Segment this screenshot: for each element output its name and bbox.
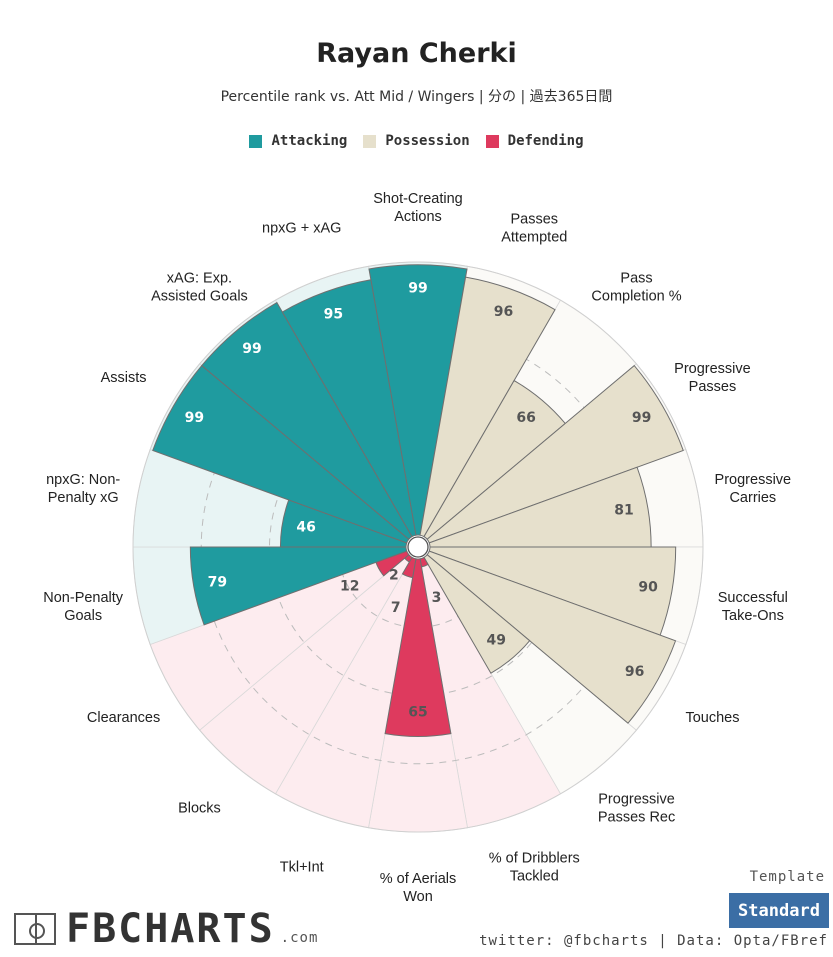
brand-suffix: .com bbox=[280, 930, 319, 946]
value-label-npxg-xag: 95 bbox=[324, 307, 343, 323]
value-label-progressive-passes-rec: 49 bbox=[487, 632, 506, 648]
axis-label-blocks: Blocks bbox=[178, 800, 221, 816]
bar-of-aerials-won bbox=[384, 558, 452, 737]
legend-item-possession: Possession bbox=[363, 133, 470, 149]
axis-label-of-dribblers-tackled: % of Dribblers Tackled bbox=[489, 850, 580, 884]
legend-swatch-possession bbox=[363, 134, 377, 148]
fbcharts-logo: FBCHARTS .com bbox=[14, 906, 318, 952]
axis-label-tkl-int: Tkl+Int bbox=[280, 859, 324, 875]
value-label-touches: 96 bbox=[625, 664, 644, 680]
value-label-pass-completion: 66 bbox=[516, 410, 535, 426]
credits: twitter: @fbcharts | Data: Opta/FBref bbox=[479, 933, 828, 949]
bar-progressive-passes bbox=[426, 364, 684, 544]
legend-item-attacking: Attacking bbox=[249, 133, 347, 149]
bar-xag-exp-assisted-goals bbox=[201, 301, 413, 540]
axis-label-clearances: Clearances bbox=[87, 710, 160, 726]
bar-non-penalty-goals bbox=[189, 546, 408, 626]
value-label-shot-creating-actions: 99 bbox=[408, 281, 427, 297]
bar-touches bbox=[426, 550, 677, 724]
value-label-blocks: 2 bbox=[389, 568, 399, 584]
value-label-xag-exp-assisted-goals: 99 bbox=[242, 341, 261, 357]
value-label-successful-take-ons: 90 bbox=[638, 580, 658, 596]
axis-label-non-penalty-goals: Non-Penalty Goals bbox=[43, 590, 124, 624]
bar-npxg-xag bbox=[281, 279, 417, 538]
axis-label-successful-take-ons: Successful Take-Ons bbox=[718, 590, 788, 624]
outer-ring bbox=[132, 261, 704, 833]
value-label-progressive-carries: 81 bbox=[614, 503, 633, 519]
bar-passes-attempted bbox=[419, 276, 556, 538]
axis-label-touches: Touches bbox=[685, 710, 739, 726]
legend: Attacking Possession Defending bbox=[0, 133, 833, 149]
bar-progressive-passes-rec bbox=[423, 554, 531, 674]
chart-subtitle: Percentile rank vs. Att Mid / Wingers | … bbox=[220, 89, 613, 105]
legend-swatch-defending bbox=[485, 134, 499, 148]
axis-label-pass-completion: Pass Completion % bbox=[591, 271, 681, 305]
value-label-assists: 99 bbox=[185, 410, 204, 426]
template-label: Template bbox=[749, 869, 825, 885]
axis-label-progressive-carries: Progressive Carries bbox=[715, 472, 792, 506]
center-hub bbox=[407, 536, 429, 558]
value-label-of-dribblers-tackled: 3 bbox=[432, 590, 442, 606]
chart-title: Rayan Cherki bbox=[316, 38, 517, 69]
value-label-of-aerials-won: 65 bbox=[408, 704, 427, 720]
value-label-tkl-int: 7 bbox=[391, 600, 401, 616]
bar-shot-creating-actions bbox=[368, 264, 468, 536]
axis-label-npxg-non-penalty-xg: npxG: Non-Penalty xG bbox=[46, 472, 120, 506]
pitch-icon bbox=[14, 913, 56, 945]
axis-label-progressive-passes-rec: Progressive Passes Rec bbox=[598, 791, 675, 825]
axis-label-assists: Assists bbox=[101, 370, 147, 386]
legend-swatch-attacking bbox=[249, 134, 263, 148]
axis-label-passes-attempted: Passes Attempted bbox=[501, 212, 567, 246]
axis-label-progressive-passes: Progressive Passes bbox=[674, 361, 751, 395]
legend-item-defending: Defending bbox=[485, 133, 584, 149]
value-label-npxg-non-penalty-xg: 46 bbox=[296, 519, 315, 535]
value-label-progressive-passes: 99 bbox=[632, 410, 651, 426]
axis-label-npxg-xag: npxG + xAG bbox=[262, 221, 341, 237]
value-label-passes-attempted: 96 bbox=[494, 304, 513, 320]
template-button[interactable]: Standard bbox=[729, 893, 829, 928]
legend-label-possession: Possession bbox=[385, 133, 470, 149]
axis-label-of-aerials-won: % of Aerials Won bbox=[380, 871, 457, 905]
legend-label-attacking: Attacking bbox=[271, 133, 348, 149]
value-label-non-penalty-goals: 79 bbox=[208, 574, 227, 590]
value-label-clearances: 12 bbox=[340, 578, 359, 594]
legend-label-defending: Defending bbox=[507, 133, 584, 149]
axis-label-shot-creating-actions: Shot-Creating Actions bbox=[373, 191, 462, 225]
axis-label-xag-exp-assisted-goals: xAG: Exp. Assisted Goals bbox=[151, 271, 248, 305]
brand-name: FBCHARTS bbox=[66, 906, 275, 952]
